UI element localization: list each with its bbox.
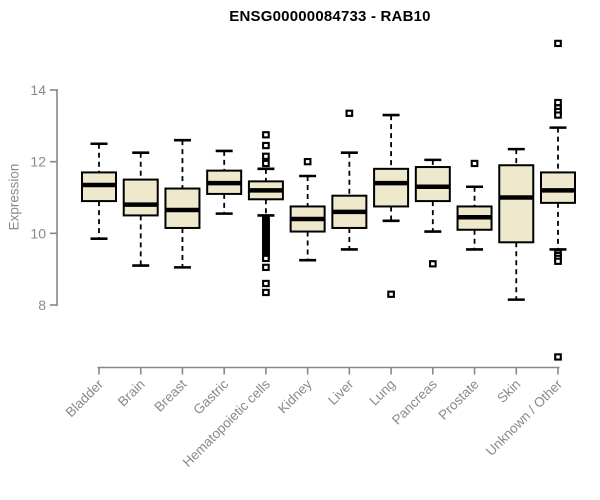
box-breast	[164, 138, 201, 269]
outlier-point	[387, 290, 395, 298]
x-category-label: Liver	[325, 376, 357, 408]
outlier-point	[554, 111, 562, 119]
x-category-label: Unknown / Other	[483, 376, 566, 459]
iqr-box	[539, 171, 576, 204]
x-category-label: Kidney	[275, 376, 315, 416]
box-liver	[331, 109, 368, 251]
outlier-point	[345, 109, 354, 117]
iqr-box	[122, 178, 159, 217]
outlier-point	[262, 141, 270, 150]
outlier-point	[470, 159, 479, 168]
outlier-point	[262, 288, 270, 297]
x-category-label: Prostate	[436, 377, 482, 423]
y-tick-label: 10	[30, 225, 46, 241]
iqr-box	[414, 166, 451, 203]
outlier-point	[262, 131, 270, 139]
x-category-label: Breast	[151, 376, 189, 414]
box-hematopoietic-cells	[247, 131, 284, 297]
box-prostate	[456, 159, 493, 251]
y-axis-title: Expression	[6, 163, 22, 231]
outlier-point	[262, 279, 270, 288]
y-tick-label: 12	[30, 154, 46, 170]
box-lung	[373, 113, 410, 298]
x-category-label: Pancreas	[389, 376, 440, 427]
outlier-point	[262, 159, 270, 168]
y-tick-label: 8	[38, 297, 46, 313]
outlier-point	[262, 152, 270, 160]
y-tick-label: 14	[30, 82, 46, 98]
outlier-point	[262, 263, 270, 272]
box-brain	[122, 151, 159, 267]
iqr-box	[498, 164, 535, 244]
x-category-label: Bladder	[63, 376, 107, 420]
outlier-point	[554, 39, 562, 48]
box-skin	[498, 147, 535, 301]
box-pancreas	[414, 158, 451, 268]
outlier-point	[303, 158, 312, 166]
iqr-box	[373, 167, 410, 208]
x-category-label: Skin	[494, 377, 523, 406]
box-gastric	[206, 149, 243, 215]
x-category-label: Lung	[366, 377, 398, 409]
box-unknown-other	[539, 39, 576, 361]
outlier-point	[428, 260, 437, 268]
outlier-point	[554, 257, 562, 265]
box-kidney	[289, 158, 326, 262]
x-category-label: Gastric	[190, 376, 231, 417]
x-category-label: Brain	[115, 377, 148, 410]
chart-title: ENSG00000084733 - RAB10	[229, 8, 431, 25]
box-bladder	[81, 142, 117, 241]
outlier-point	[554, 353, 562, 361]
outlier-point	[262, 254, 270, 263]
